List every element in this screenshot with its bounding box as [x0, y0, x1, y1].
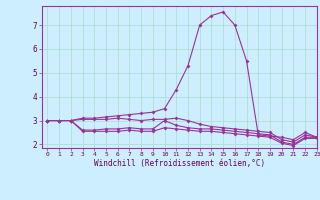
- X-axis label: Windchill (Refroidissement éolien,°C): Windchill (Refroidissement éolien,°C): [94, 159, 265, 168]
